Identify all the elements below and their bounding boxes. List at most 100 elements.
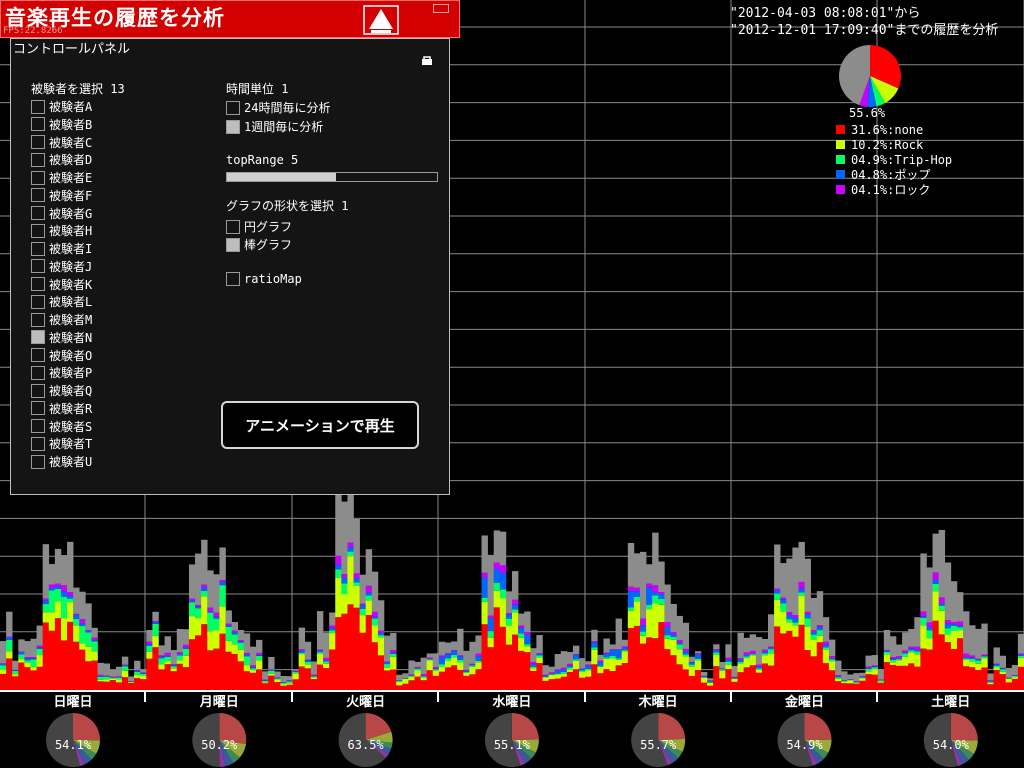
subject-checkbox[interactable] [31,99,45,114]
subject-checkbox[interactable] [31,419,45,433]
bar-segment [518,627,525,634]
subject-checkbox[interactable] [31,348,45,362]
subject-被験者T[interactable]: 被験者T [31,435,92,452]
time-unit-24h-checkbox[interactable] [226,100,240,115]
bar-segment [719,668,726,670]
subject-checkbox[interactable] [31,294,45,309]
bar-segment [963,666,970,690]
subject-checkbox[interactable] [31,383,45,398]
bar-segment [237,649,245,662]
bar-segment [554,678,562,690]
time-unit-1w[interactable]: 1週間毎に分析 [226,118,323,135]
bar-segment [670,604,677,632]
subject-checkbox[interactable] [31,365,45,380]
summary-pie-chart [838,45,902,107]
subject-被験者E[interactable]: 被験者E [31,169,92,186]
bar-segment [908,648,915,651]
day-pie-slice-other [777,713,813,767]
bar-segment [804,613,811,619]
bar-segment [97,676,104,680]
subject-被験者H[interactable]: 被験者H [31,222,92,239]
bar-segment [463,650,470,670]
subject-checkbox[interactable] [31,170,45,185]
bar-segment [889,636,897,658]
bar-segment [164,661,171,665]
bar-segment [231,634,239,645]
bar-segment [304,661,312,665]
subject-被験者G[interactable]: 被験者G [31,205,92,222]
bar-segment [30,638,37,657]
subject-checkbox[interactable] [31,401,45,416]
bar-segment [30,658,37,660]
subject-checkbox[interactable] [31,188,45,203]
bar-segment [225,610,232,624]
bar-segment [48,564,56,585]
ratio-map-checkbox[interactable] [226,271,240,286]
subject-被験者C[interactable]: 被験者C [31,134,92,151]
bar-segment [158,656,165,659]
subject-checkbox[interactable] [31,330,45,345]
bar-segment [877,681,885,683]
subject-被験者A[interactable]: 被験者A [31,98,92,115]
time-unit-1w-checkbox[interactable] [226,119,240,134]
bar-segment [920,616,927,618]
subject-被験者D[interactable]: 被験者D [31,151,92,168]
bar-segment [761,655,769,664]
subject-被験者I[interactable]: 被験者I [31,240,92,257]
subject-被験者P[interactable]: 被験者P [31,364,92,381]
bar-segment [761,649,769,652]
bar-segment [902,650,909,653]
subject-label: 被験者O [49,348,93,363]
subject-被験者R[interactable]: 被験者R [31,400,92,417]
collapse-panel-button[interactable] [363,5,399,35]
subject-checkbox[interactable] [31,135,45,149]
subject-被験者N[interactable]: 被験者N [31,329,92,346]
bar-segment [286,684,293,690]
subject-checkbox[interactable] [31,436,45,451]
bar-segment [999,671,1007,675]
bar-segment [121,666,129,671]
bar-segment [853,683,860,690]
bar-segment [493,568,501,583]
graph-shape-pie[interactable]: 円グラフ [226,218,292,235]
subject-checkbox[interactable] [31,312,45,327]
top-range-slider[interactable] [226,172,438,182]
ratio-map-toggle[interactable]: ratioMap [226,270,302,287]
time-unit-24h[interactable]: 24時間毎に分析 [226,99,330,116]
bar-segment [743,652,751,655]
bar-segment [146,658,153,690]
subject-checkbox[interactable] [31,223,45,238]
bar-segment [938,610,946,635]
subject-被験者L[interactable]: 被験者L [31,293,92,310]
subject-被験者Q[interactable]: 被験者Q [31,382,92,399]
subject-被験者F[interactable]: 被験者F [31,187,92,204]
bar-segment [920,611,927,617]
bar-segment [213,616,220,619]
bar-segment [359,615,367,633]
subject-checkbox[interactable] [31,259,45,274]
subject-checkbox[interactable] [31,152,45,167]
subject-checkbox[interactable] [31,277,45,291]
subject-被験者M[interactable]: 被験者M [31,311,92,328]
graph-shape-bar-checkbox[interactable] [226,237,240,252]
subject-被験者S[interactable]: 被験者S [31,418,92,435]
bar-segment [432,653,440,668]
subject-被験者B[interactable]: 被験者B [31,116,92,133]
subject-checkbox[interactable] [31,206,45,220]
bar-segment [768,647,775,650]
subject-被験者O[interactable]: 被験者O [31,347,92,364]
graph-shape-bar[interactable]: 棒グラフ [226,236,292,253]
subject-被験者U[interactable]: 被験者U [31,453,92,470]
subject-checkbox[interactable] [31,117,45,132]
bar-segment [804,611,811,614]
play-animation-button[interactable]: アニメーションで再生 [221,401,419,449]
bar-segment [664,584,671,623]
lock-icon[interactable] [421,55,433,65]
bar-segment [768,653,775,666]
graph-shape-pie-checkbox[interactable] [226,219,240,234]
subject-被験者J[interactable]: 被験者J [31,258,92,275]
subject-checkbox[interactable] [31,241,45,256]
subject-checkbox[interactable] [31,454,45,469]
subject-被験者K[interactable]: 被験者K [31,276,92,293]
